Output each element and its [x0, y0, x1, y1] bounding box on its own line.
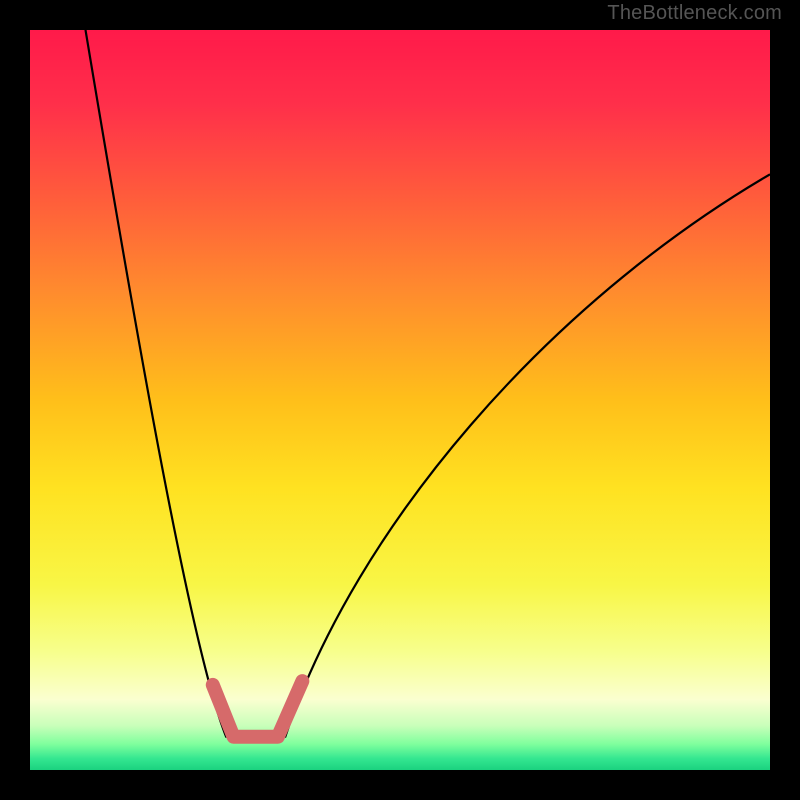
bottleneck-chart — [30, 30, 770, 770]
watermark-text: TheBottleneck.com — [607, 2, 782, 25]
gradient-background — [30, 30, 770, 770]
plot-area — [30, 30, 770, 770]
